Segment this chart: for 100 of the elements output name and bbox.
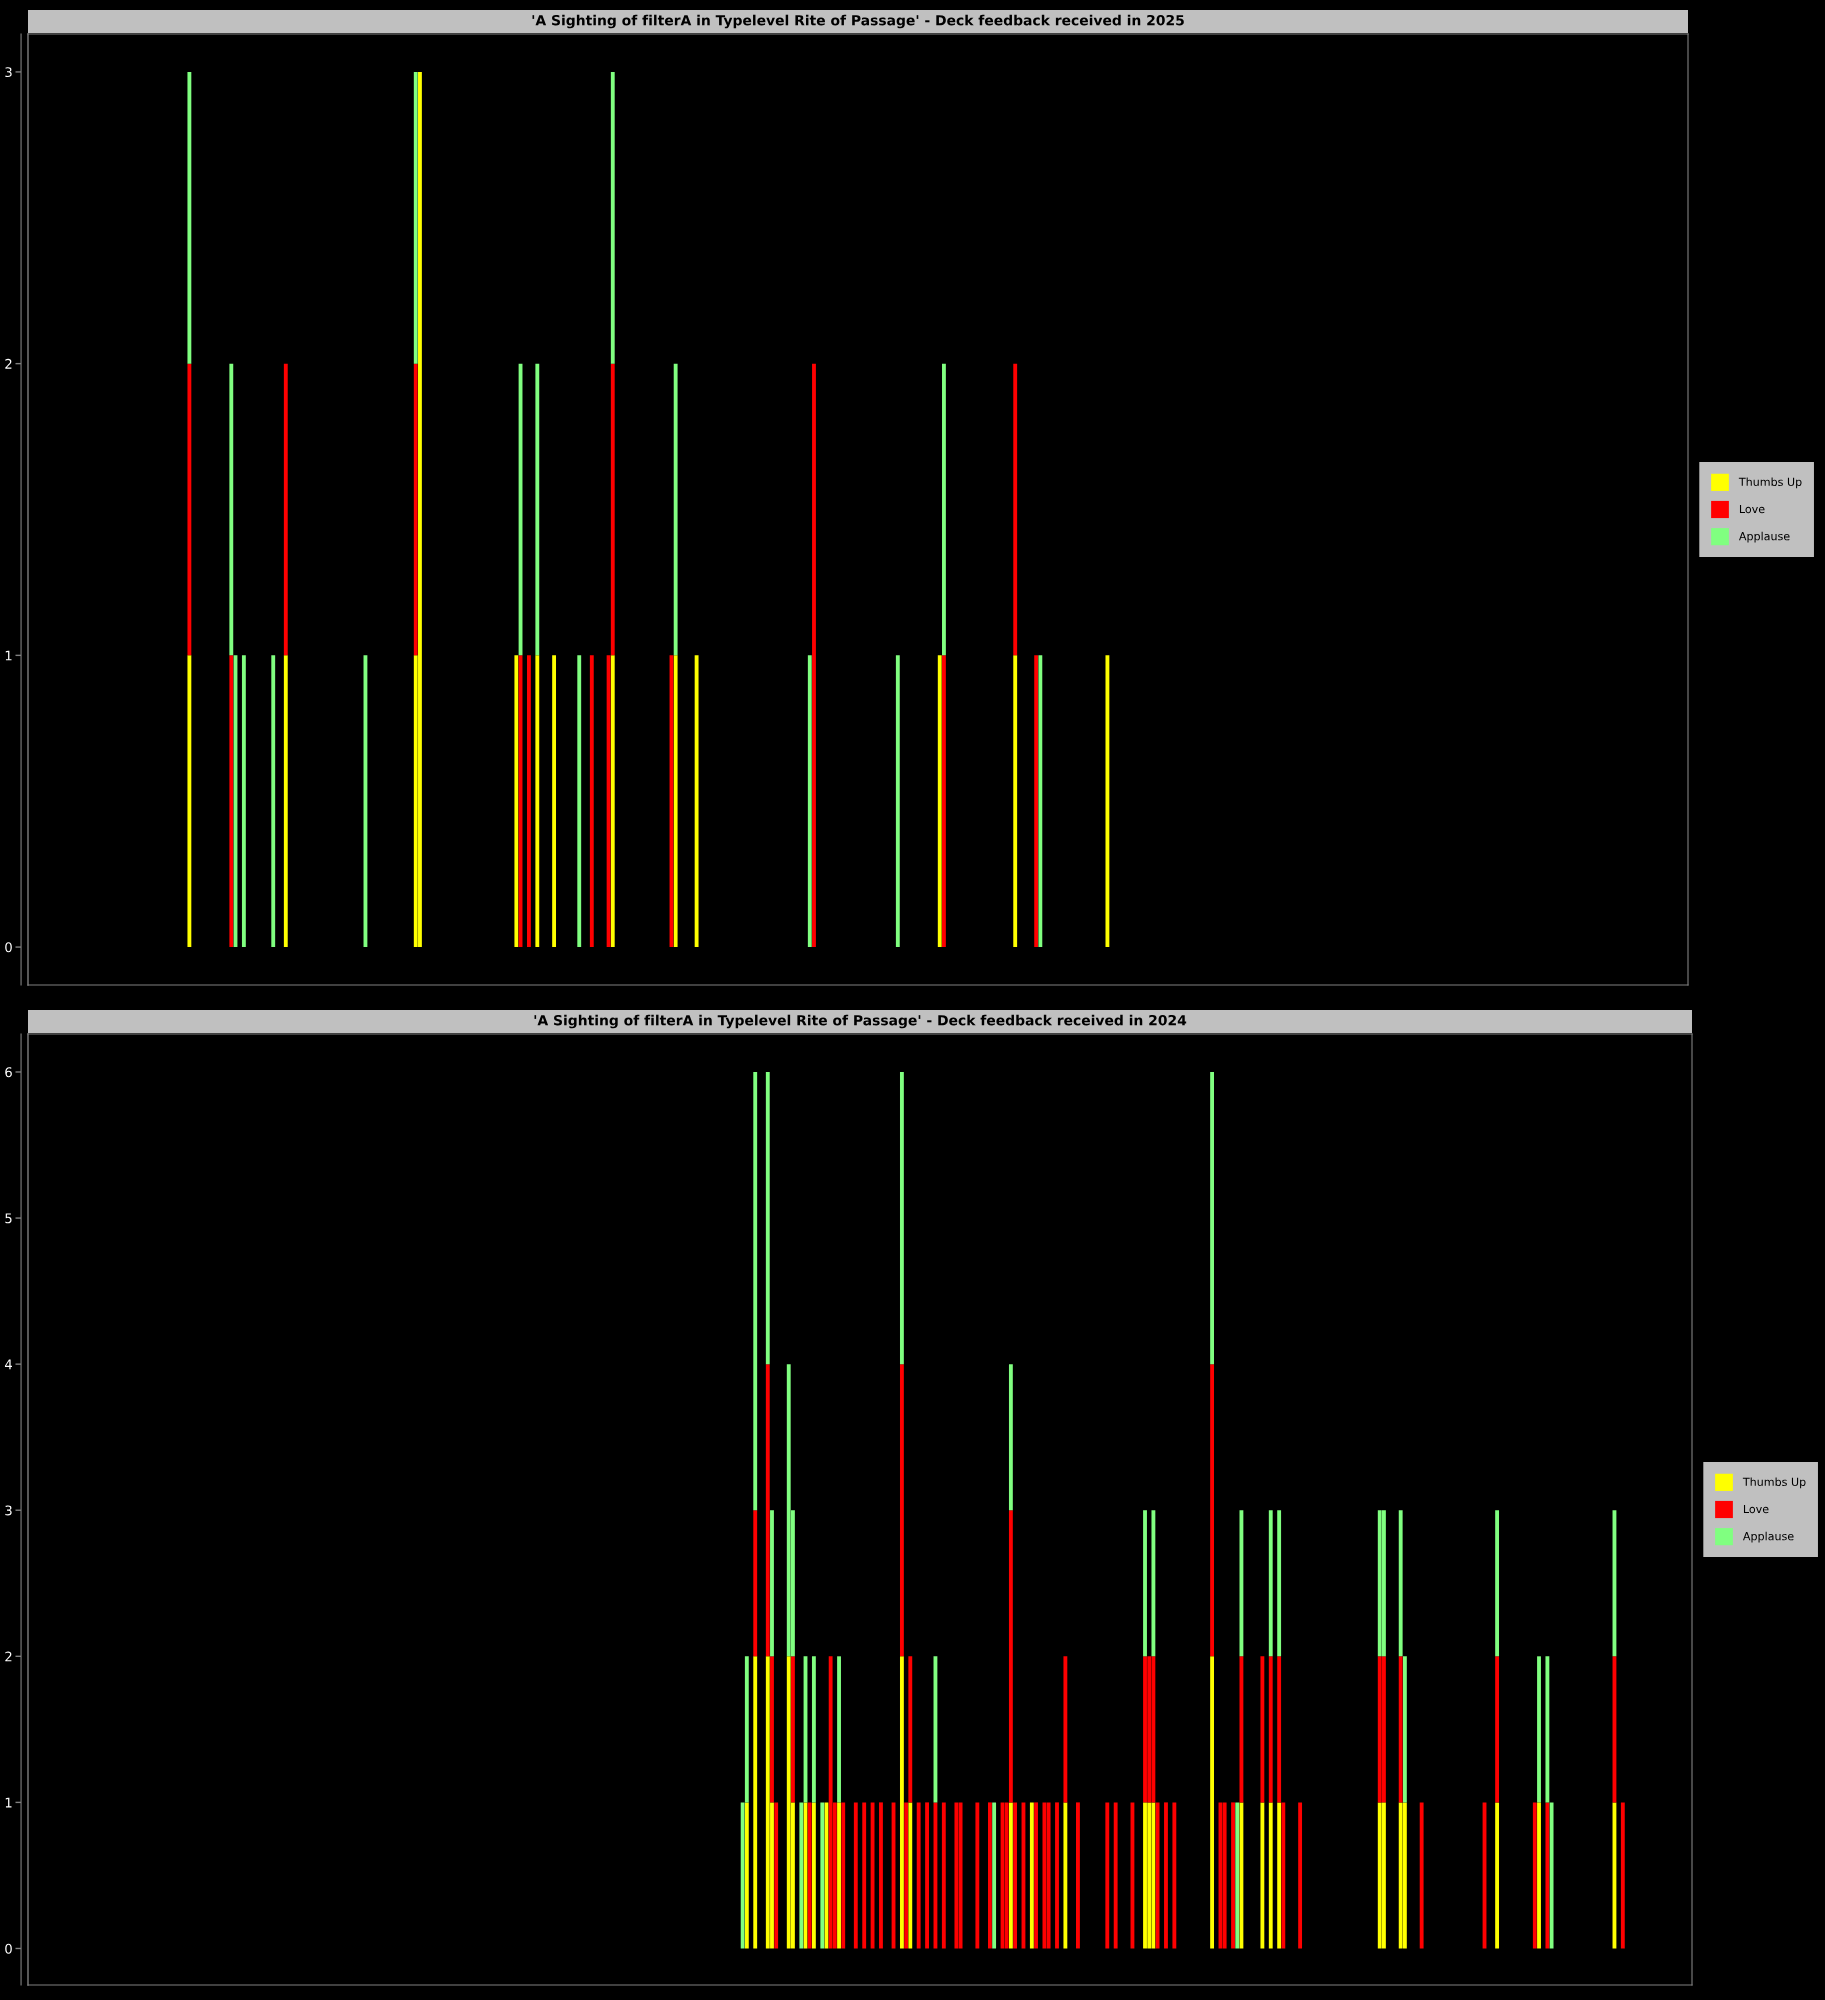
bar: [1151, 1802, 1156, 1949]
bar: [1277, 1510, 1282, 1657]
bar: [1532, 1802, 1537, 1949]
bar: [535, 655, 540, 948]
bar: [187, 655, 192, 948]
bar: [1382, 1656, 1386, 1803]
bar: [899, 1656, 904, 1949]
bar: [1151, 1510, 1156, 1657]
legend-label: Thumbs Up: [1742, 1477, 1806, 1489]
bar: [837, 1802, 841, 1949]
bar: [1105, 1802, 1110, 1949]
bar: [870, 1802, 875, 1949]
bar: [1055, 1802, 1059, 1949]
bar: [1398, 1802, 1403, 1949]
bar: [1268, 1802, 1273, 1949]
bar: [610, 71, 615, 364]
bar: [1239, 1510, 1244, 1657]
bar: [1046, 1802, 1051, 1949]
bar: [1281, 1802, 1286, 1949]
bar: [942, 655, 946, 948]
bar: [271, 655, 276, 948]
bar: [413, 71, 418, 364]
bar: [807, 655, 812, 948]
bar: [1210, 1656, 1215, 1949]
bar: [765, 1364, 770, 1657]
bar: [673, 655, 678, 948]
bar: [1537, 1656, 1541, 1803]
bar: [1239, 1656, 1244, 1803]
bar: [1172, 1802, 1177, 1949]
bar: [418, 71, 422, 948]
bar: [899, 1364, 904, 1657]
bar: [786, 1656, 791, 1949]
bar: [1222, 1802, 1227, 1949]
bar: [975, 1802, 980, 1949]
bar: [812, 363, 816, 948]
bar: [229, 363, 234, 656]
bar: [1113, 1802, 1118, 1949]
bar: [283, 363, 288, 656]
bar: [744, 1802, 749, 1949]
bar: [1382, 1802, 1386, 1949]
bar: [413, 363, 418, 656]
bar: [1239, 1802, 1244, 1949]
bar: [937, 655, 942, 948]
bar: [791, 1656, 795, 1803]
bar: [895, 655, 900, 948]
bar: [1034, 655, 1039, 948]
bar: [1164, 1802, 1168, 1949]
bar: [1008, 1364, 1013, 1511]
legend-label: Love: [1739, 504, 1765, 514]
bar: [1495, 1802, 1500, 1949]
bar: [799, 1802, 804, 1949]
bar: [1063, 1656, 1068, 1803]
bar: [770, 1656, 774, 1803]
bar: [1260, 1802, 1265, 1949]
bar: [862, 1802, 867, 1949]
bar: [1260, 1656, 1265, 1803]
bar: [1013, 655, 1018, 948]
bar: [1076, 1802, 1080, 1949]
bar: [552, 655, 557, 948]
y-tick-label: 5: [5, 1213, 12, 1224]
y-tick-label: 6: [5, 1067, 12, 1078]
bar: [1377, 1802, 1382, 1949]
bar: [1029, 1802, 1034, 1949]
legend-label: Applause: [1742, 1531, 1794, 1543]
bar: [1545, 1656, 1550, 1803]
bar: [535, 363, 540, 656]
bar: [807, 1802, 812, 1949]
bar: [954, 1802, 959, 1949]
y-tick-label: 1: [5, 1797, 12, 1808]
y-tick-label: 2: [5, 358, 12, 369]
chart-title: 'A Sighting of filterA in Typelevel Rite of Passage' - Deck feedback received in 2024: [534, 1014, 1187, 1029]
bar: [1298, 1802, 1303, 1949]
bar: [1008, 1802, 1013, 1949]
chart-title: 'A Sighting of filterA in Typelevel Rite of Passage' - Deck feedback received in 2025: [532, 14, 1184, 29]
bar: [187, 363, 192, 656]
bar: [1210, 1071, 1215, 1365]
bar: [1419, 1802, 1424, 1949]
bar: [925, 1802, 929, 1949]
bar: [988, 1802, 992, 1949]
bar: [229, 655, 234, 948]
bar: [1042, 1802, 1047, 1949]
bar: [1013, 1802, 1018, 1949]
bar: [1008, 1510, 1013, 1803]
bar: [1143, 1656, 1147, 1803]
bar: [1402, 1802, 1407, 1949]
bar: [853, 1802, 858, 1949]
bar: [899, 1071, 904, 1365]
bar: [1268, 1510, 1273, 1657]
bar: [514, 655, 519, 948]
bar: [1063, 1802, 1068, 1949]
bar: [908, 1656, 913, 1803]
bar: [1034, 1802, 1038, 1949]
bar: [879, 1802, 883, 1949]
bar: [837, 1656, 841, 1803]
bar: [1382, 1510, 1386, 1657]
y-tick-label: 0: [5, 1943, 12, 1954]
bar: [941, 1802, 946, 1949]
legend-label: Applause: [1738, 531, 1790, 543]
bar: [1143, 1802, 1147, 1949]
bar: [841, 1802, 846, 1949]
